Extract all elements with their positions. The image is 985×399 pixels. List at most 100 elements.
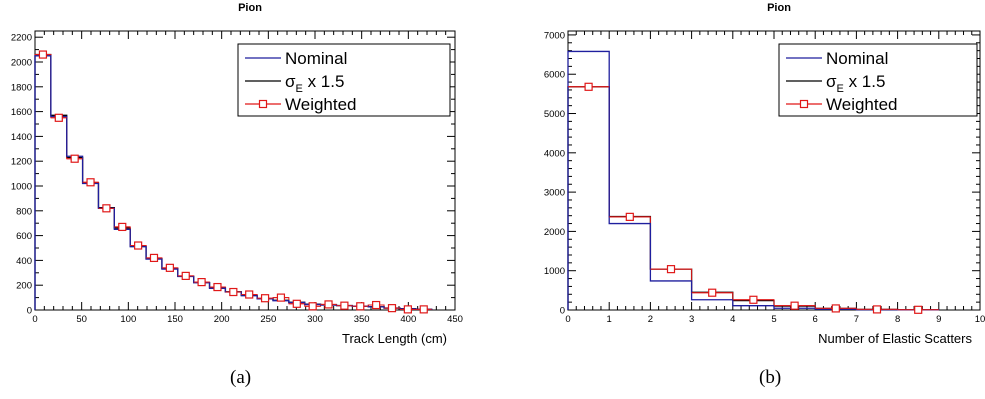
- x-tick-label: 3: [689, 314, 694, 325]
- y-tick-label: 800: [16, 206, 32, 217]
- y-tick-label: 1800: [11, 82, 32, 93]
- y-tick-label: 0: [27, 306, 32, 317]
- x-tick-label: 350: [354, 314, 370, 325]
- weighted-marker: [831, 304, 840, 313]
- y-tick-label: 2000: [544, 227, 565, 238]
- weighted-marker: [149, 253, 159, 263]
- weighted-marker: [54, 113, 63, 122]
- y-tick-label: 2200: [11, 33, 32, 44]
- chart-title: Pion: [767, 2, 791, 14]
- y-tick-label: 0: [560, 306, 565, 317]
- weighted-marker: [584, 82, 593, 91]
- y-tick-label: 4000: [544, 148, 565, 159]
- y-tick-label: 2000: [11, 58, 32, 69]
- chart-a: Pion 0 50 100 150 200 250 300 350 400 450 0 200 400 60…: [11, 2, 463, 346]
- weighted-marker: [86, 178, 95, 187]
- x-tick-label: 9: [936, 314, 941, 325]
- weighted-marker: [403, 305, 412, 314]
- y-tick-label: 1000: [544, 266, 565, 277]
- weighted-marker: [308, 302, 317, 311]
- weighted-marker: [165, 263, 174, 272]
- legend-label-sub: E: [837, 83, 844, 95]
- weighted-marker: [292, 299, 301, 308]
- x-tick-label: 8: [895, 314, 900, 325]
- caption-b: (b): [759, 367, 782, 388]
- weighted-marker: [229, 287, 238, 297]
- x-tick-label: 200: [214, 314, 230, 325]
- weighted-marker: [372, 300, 381, 310]
- y-tick-label: 400: [16, 256, 32, 267]
- weighted-marker: [38, 50, 48, 59]
- legend-label: σE x 1.5: [826, 72, 885, 95]
- y-tick-label: 1400: [11, 132, 32, 143]
- legend-marker: [258, 99, 268, 109]
- y-tick-label: 600: [16, 231, 32, 242]
- y-tick-label: 6000: [544, 70, 565, 81]
- x-axis-label: Track Length (cm): [342, 331, 447, 346]
- series-sigma-line: [567, 86, 940, 311]
- x-tick-label: 7: [854, 314, 859, 325]
- weighted-marker: [70, 154, 79, 163]
- weighted-marker: [340, 301, 349, 310]
- weighted-marker: [181, 271, 190, 280]
- weighted-marker: [245, 290, 254, 299]
- weighted-marker: [102, 204, 111, 213]
- x-tick-label: 0: [565, 314, 570, 325]
- weighted-marker: [708, 288, 717, 297]
- weighted-marker: [419, 305, 428, 314]
- weighted-marker: [324, 300, 333, 309]
- legend-label: Weighted: [285, 95, 357, 114]
- legend-label-main: σ: [285, 72, 296, 91]
- x-tick-label: 450: [447, 314, 463, 325]
- x-tick-label: 100: [120, 314, 136, 325]
- weighted-marker: [197, 278, 206, 287]
- x-tick-label: 4: [730, 314, 735, 325]
- weighted-marker: [356, 302, 365, 311]
- weighted-marker: [134, 241, 143, 250]
- y-tick-label: 1000: [11, 182, 32, 193]
- weighted-marker: [276, 293, 286, 302]
- legend-label-sub: E: [296, 83, 303, 95]
- y-tick-label: 3000: [544, 188, 565, 199]
- legend-label: Weighted: [826, 95, 898, 114]
- x-tick-label: 400: [400, 314, 416, 325]
- legend-label-rest: x 1.5: [844, 72, 886, 91]
- x-axis-label: Number of Elastic Scatters: [818, 331, 972, 346]
- legend-label: Nominal: [285, 49, 347, 68]
- weighted-marker: [625, 212, 634, 221]
- x-tick-label: 250: [260, 314, 276, 325]
- y-tick-label: 1600: [11, 107, 32, 118]
- y-tick-label: 7000: [544, 30, 565, 41]
- chart-b: Pion 0 1 2 3 4 5 6 7 8 9 10 0 1000 2000 3000 4000 5000 600…: [544, 2, 985, 346]
- weighted-marker: [790, 301, 799, 310]
- y-tick-label: 200: [16, 281, 32, 292]
- legend-label: σE x 1.5: [285, 72, 344, 95]
- y-tick-label: 5000: [544, 109, 565, 120]
- x-tick-label: 2: [648, 314, 653, 325]
- chart-title: Pion: [238, 2, 262, 14]
- legend-label-main: σ: [826, 72, 837, 91]
- weighted-marker: [387, 304, 397, 313]
- x-tick-label: 10: [975, 314, 985, 325]
- x-tick-label: 6: [813, 314, 818, 325]
- x-tick-label: 150: [167, 314, 183, 325]
- x-tick-label: 300: [307, 314, 323, 325]
- weighted-marker: [213, 282, 222, 292]
- caption-a: (a): [230, 367, 252, 388]
- y-tick-label: 1200: [11, 157, 32, 168]
- legend-marker: [799, 99, 809, 109]
- x-tick-label: 50: [76, 314, 87, 325]
- series-weighted-line: [567, 86, 940, 311]
- weighted-marker: [260, 294, 270, 303]
- weighted-marker: [118, 222, 127, 232]
- x-tick-label: 1: [607, 314, 612, 325]
- x-tick-label: 5: [771, 314, 776, 325]
- weighted-marker: [749, 295, 758, 304]
- legend-label-rest: x 1.5: [303, 72, 345, 91]
- legend-label: Nominal: [826, 49, 888, 68]
- weighted-marker: [914, 305, 923, 314]
- x-tick-label: 0: [32, 314, 37, 325]
